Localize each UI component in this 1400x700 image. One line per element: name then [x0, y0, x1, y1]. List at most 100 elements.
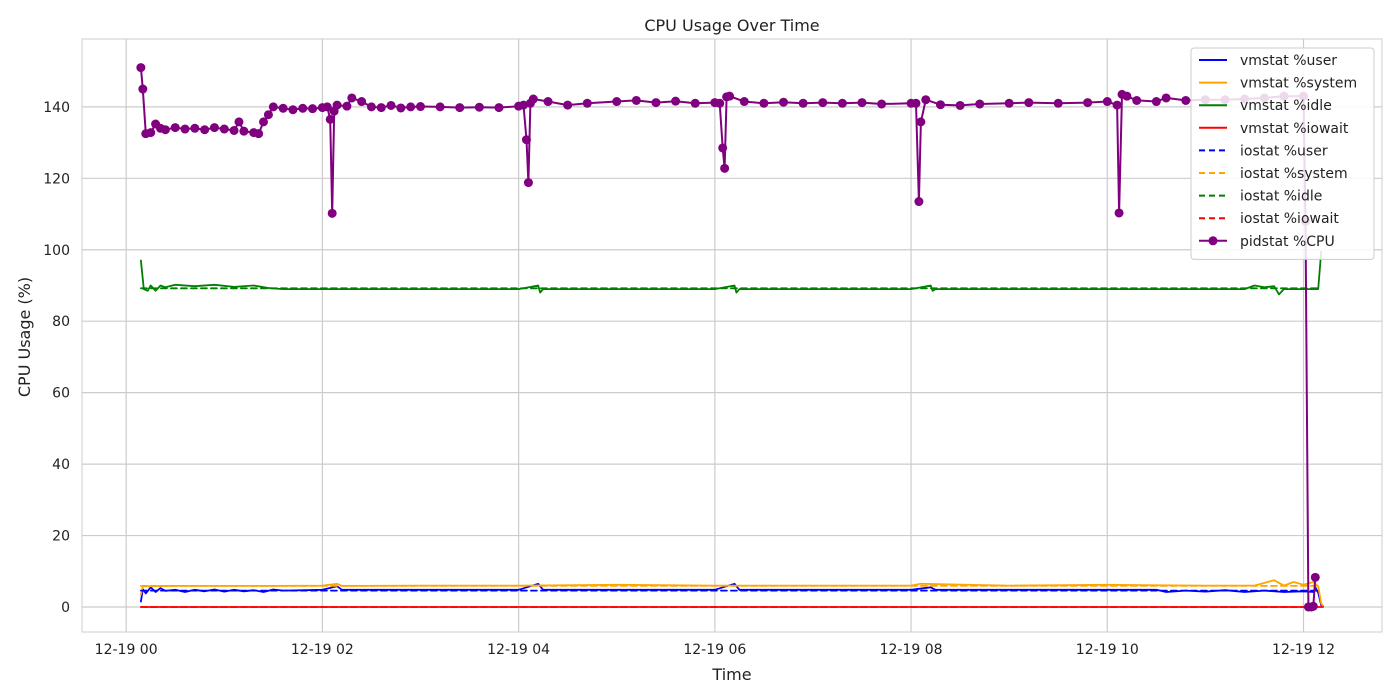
data-point-pidstat-cpu — [332, 100, 342, 110]
data-point-pidstat-cpu — [543, 97, 553, 107]
data-point-pidstat-cpu — [1083, 98, 1093, 108]
data-point-pidstat-cpu — [455, 103, 465, 113]
x-tick-label: 12-19 00 — [95, 642, 158, 658]
data-point-pidstat-cpu — [725, 91, 735, 101]
data-point-pidstat-cpu — [1151, 97, 1161, 107]
data-point-pidstat-cpu — [690, 98, 700, 108]
data-point-pidstat-cpu — [911, 98, 921, 108]
legend-label-iostat-system: iostat %system — [1240, 166, 1348, 182]
data-point-pidstat-cpu — [715, 98, 725, 108]
data-point-pidstat-cpu — [1112, 100, 1122, 110]
data-point-pidstat-cpu — [342, 101, 352, 111]
data-point-pidstat-cpu — [366, 102, 376, 112]
y-tick-label: 20 — [52, 529, 70, 545]
y-tick-label: 80 — [52, 314, 70, 330]
x-tick-label: 12-19 04 — [487, 642, 550, 658]
series-line-vmstat-user — [140, 582, 1324, 608]
data-point-pidstat-cpu — [263, 110, 273, 120]
data-point-pidstat-cpu — [136, 63, 146, 73]
data-point-pidstat-cpu — [1114, 208, 1124, 218]
data-point-pidstat-cpu — [415, 102, 425, 112]
data-point-pidstat-cpu — [519, 100, 529, 110]
data-point-pidstat-cpu — [935, 100, 945, 110]
data-point-pidstat-cpu — [298, 103, 308, 113]
data-point-pidstat-cpu — [406, 102, 416, 112]
data-point-pidstat-cpu — [278, 103, 288, 113]
data-point-pidstat-cpu — [857, 98, 867, 108]
data-point-pidstat-cpu — [1102, 97, 1112, 107]
data-point-pidstat-cpu — [494, 103, 504, 113]
data-point-pidstat-cpu — [582, 98, 592, 108]
y-tick-label: 0 — [61, 600, 70, 616]
data-point-pidstat-cpu — [798, 98, 808, 108]
data-point-pidstat-cpu — [180, 124, 190, 134]
legend-label-vmstat-iowait: vmstat %iowait — [1240, 121, 1349, 137]
data-point-pidstat-cpu — [386, 100, 396, 110]
data-point-pidstat-cpu — [146, 128, 156, 138]
data-point-pidstat-cpu — [435, 102, 445, 112]
legend-label-vmstat-idle: vmstat %idle — [1240, 98, 1332, 114]
data-point-pidstat-cpu — [268, 102, 278, 112]
legend: vmstat %user vmstat %system vmstat %idle vm… — [1190, 47, 1375, 260]
data-point-pidstat-cpu — [474, 102, 484, 112]
data-point-pidstat-cpu — [523, 178, 533, 188]
data-point-pidstat-cpu — [234, 117, 244, 127]
data-point-pidstat-cpu — [160, 125, 170, 135]
data-point-pidstat-cpu — [671, 96, 681, 106]
data-point-pidstat-cpu — [1053, 98, 1063, 108]
legend-label-iostat-idle: iostat %idle — [1240, 189, 1322, 205]
data-point-pidstat-cpu — [1132, 95, 1142, 105]
data-point-pidstat-cpu — [357, 97, 367, 107]
data-point-pidstat-cpu — [200, 125, 210, 135]
x-axis-label: Time — [711, 665, 751, 684]
data-point-pidstat-cpu — [718, 143, 728, 153]
data-point-pidstat-cpu — [1181, 95, 1191, 105]
x-tick-label: 12-19 12 — [1272, 642, 1335, 658]
data-point-pidstat-cpu — [1308, 601, 1318, 611]
data-point-pidstat-cpu — [325, 114, 335, 124]
data-point-pidstat-cpu — [1024, 98, 1034, 108]
data-point-pidstat-cpu — [209, 123, 219, 133]
legend-label-iostat-iowait: iostat %iowait — [1240, 211, 1339, 227]
y-tick-label: 100 — [43, 243, 70, 259]
data-point-pidstat-cpu — [921, 95, 931, 105]
data-point-pidstat-cpu — [528, 94, 538, 104]
data-point-pidstat-cpu — [170, 123, 180, 133]
grid-lines — [82, 39, 1382, 632]
data-point-pidstat-cpu — [347, 93, 357, 103]
y-tick-label: 60 — [52, 386, 70, 402]
data-point-pidstat-cpu — [955, 100, 965, 110]
data-point-pidstat-cpu — [308, 104, 318, 114]
data-point-pidstat-cpu — [376, 103, 386, 113]
data-point-pidstat-cpu — [877, 99, 887, 109]
legend-label-vmstat-user: vmstat %user — [1240, 53, 1337, 69]
data-point-pidstat-cpu — [916, 117, 926, 127]
data-point-pidstat-cpu — [254, 129, 264, 139]
y-tick-label: 40 — [52, 457, 70, 473]
legend-box — [1190, 47, 1375, 260]
data-point-pidstat-cpu — [837, 98, 847, 108]
plot-area — [81, 38, 1383, 633]
x-tick-label: 12-19 02 — [291, 642, 354, 658]
data-point-pidstat-cpu — [521, 135, 531, 145]
legend-label-pidstat-cpu: pidstat %CPU — [1240, 234, 1335, 250]
data-point-pidstat-cpu — [1310, 572, 1320, 582]
data-point-pidstat-cpu — [396, 103, 406, 113]
data-point-pidstat-cpu — [631, 95, 641, 105]
data-point-pidstat-cpu — [239, 126, 249, 136]
data-point-pidstat-cpu — [1122, 91, 1132, 101]
data-point-pidstat-cpu — [612, 97, 622, 107]
x-tick-label: 12-19 06 — [683, 642, 746, 658]
data-point-pidstat-cpu — [229, 125, 239, 135]
data-point-pidstat-cpu — [759, 98, 769, 108]
data-point-pidstat-cpu — [914, 197, 924, 207]
data-point-pidstat-cpu — [219, 124, 229, 134]
data-point-pidstat-cpu — [138, 84, 148, 94]
data-point-pidstat-cpu — [651, 98, 661, 108]
data-point-pidstat-cpu — [327, 208, 337, 218]
y-tick-label: 120 — [43, 171, 70, 187]
data-point-pidstat-cpu — [720, 163, 730, 173]
x-tick-label: 12-19 10 — [1076, 642, 1139, 658]
